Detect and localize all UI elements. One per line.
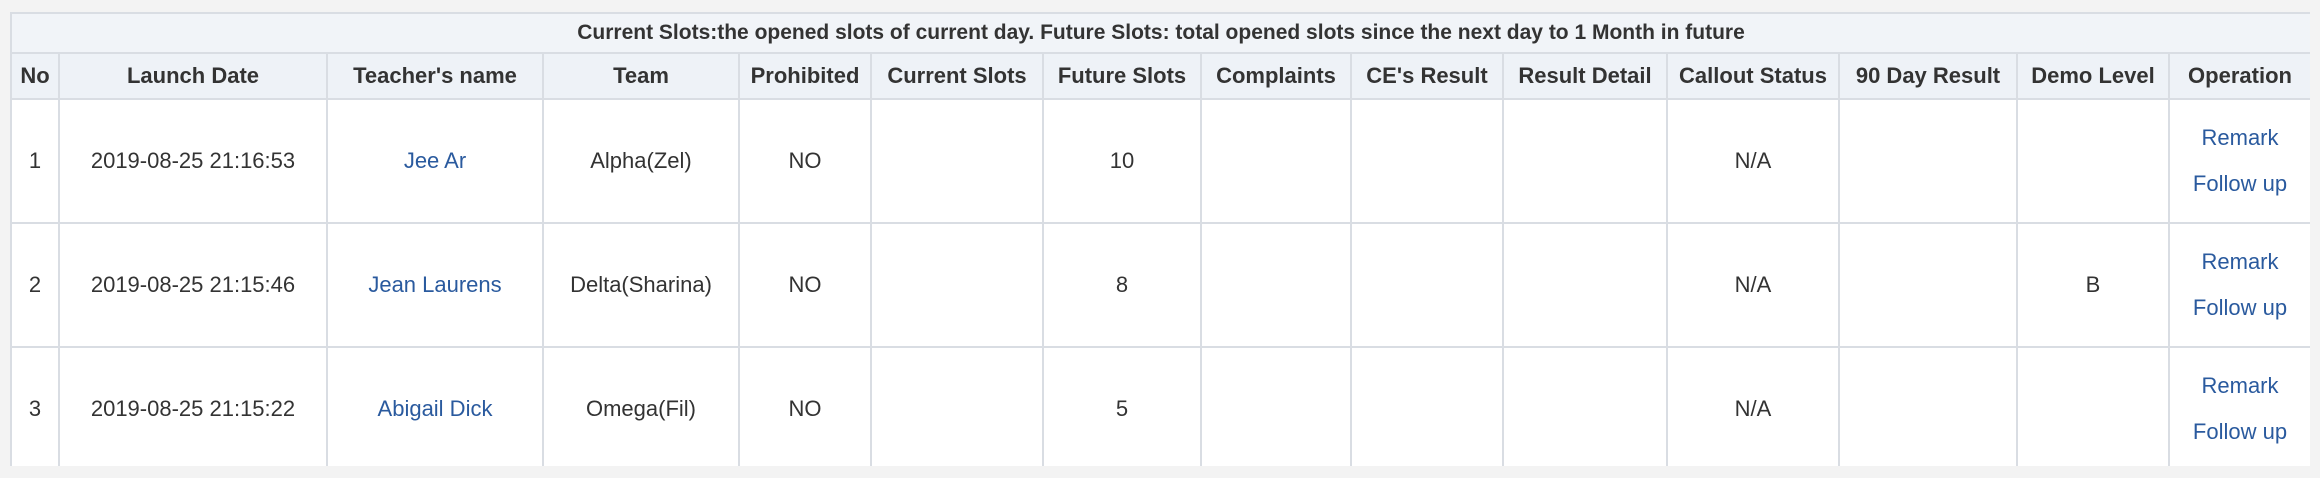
column-header-no: No [10, 52, 60, 100]
cell-operation: Remark Follow up [2167, 222, 2310, 348]
column-header-callout-status: Callout Status [1666, 52, 1840, 100]
follow-up-link[interactable]: Follow up [2192, 419, 2288, 444]
cell-prohibited: NO [738, 222, 872, 348]
teacher-name-link[interactable]: Abigail Dick [377, 396, 493, 421]
teacher-slots-table: Current Slots:the opened slots of curren… [10, 12, 2310, 466]
cell-prohibited: NO [738, 98, 872, 224]
column-header-ce-result: CE's Result [1350, 52, 1504, 100]
cell-teacher-name: Jee Ar [326, 98, 544, 224]
cell-90-day-result [1838, 346, 2018, 466]
teacher-name-link[interactable]: Jee Ar [403, 148, 467, 173]
operation-links: Remark Follow up [2174, 125, 2306, 197]
column-header-team: Team [542, 52, 740, 100]
cell-no: 2 [10, 222, 60, 348]
cell-complaints [1200, 98, 1352, 224]
cell-teacher-name: Abigail Dick [326, 346, 544, 466]
column-header-teacher-name: Teacher's name [326, 52, 544, 100]
cell-complaints [1200, 222, 1352, 348]
cell-demo-level: B [2016, 222, 2170, 348]
cell-team: Delta(Sharina) [542, 222, 740, 348]
cell-ce-result [1350, 346, 1504, 466]
cell-operation: Remark Follow up [2167, 346, 2310, 466]
teacher-name-link[interactable]: Jean Laurens [368, 272, 502, 297]
column-header-90-day-result: 90 Day Result [1838, 52, 2018, 100]
table-caption-row: Current Slots:the opened slots of curren… [10, 12, 2310, 54]
cell-no: 1 [10, 98, 60, 224]
cell-team: Alpha(Zel) [542, 98, 740, 224]
cell-current-slots [870, 346, 1044, 466]
cell-launch-date: 2019-08-25 21:16:53 [58, 98, 328, 224]
cell-current-slots [870, 98, 1044, 224]
table-header-row: No Launch Date Teacher's name Team Prohi… [10, 52, 2310, 100]
cell-demo-level [2016, 346, 2170, 466]
cell-90-day-result [1838, 222, 2018, 348]
cell-prohibited: NO [738, 346, 872, 466]
follow-up-link[interactable]: Follow up [2192, 171, 2288, 196]
cell-no: 3 [10, 346, 60, 466]
follow-up-link[interactable]: Follow up [2192, 295, 2288, 320]
cell-complaints [1200, 346, 1352, 466]
cell-ce-result [1350, 222, 1504, 348]
table-row: 2 2019-08-25 21:15:46 Jean Laurens Delta… [10, 222, 2310, 348]
column-header-result-detail: Result Detail [1502, 52, 1668, 100]
cell-result-detail [1502, 346, 1668, 466]
cell-demo-level [2016, 98, 2170, 224]
column-header-prohibited: Prohibited [738, 52, 872, 100]
column-header-complaints: Complaints [1200, 52, 1352, 100]
column-header-demo-level: Demo Level [2016, 52, 2170, 100]
cell-result-detail [1502, 222, 1668, 348]
cell-callout-status: N/A [1666, 222, 1840, 348]
cell-launch-date: 2019-08-25 21:15:22 [58, 346, 328, 466]
table-caption: Current Slots:the opened slots of curren… [10, 12, 2310, 54]
teacher-slots-panel: Current Slots:the opened slots of curren… [10, 12, 2310, 466]
cell-team: Omega(Fil) [542, 346, 740, 466]
remark-link[interactable]: Remark [2201, 373, 2279, 398]
cell-future-slots: 10 [1042, 98, 1202, 224]
cell-future-slots: 8 [1042, 222, 1202, 348]
remark-link[interactable]: Remark [2201, 249, 2279, 274]
cell-ce-result [1350, 98, 1504, 224]
cell-result-detail [1502, 98, 1668, 224]
operation-links: Remark Follow up [2174, 249, 2306, 321]
cell-operation: Remark Follow up [2167, 98, 2310, 224]
operation-links: Remark Follow up [2174, 373, 2306, 445]
column-header-launch-date: Launch Date [58, 52, 328, 100]
cell-future-slots: 5 [1042, 346, 1202, 466]
cell-90-day-result [1838, 98, 2018, 224]
cell-teacher-name: Jean Laurens [326, 222, 544, 348]
table-row: 1 2019-08-25 21:16:53 Jee Ar Alpha(Zel) … [10, 98, 2310, 224]
remark-link[interactable]: Remark [2201, 125, 2279, 150]
cell-callout-status: N/A [1666, 98, 1840, 224]
cell-current-slots [870, 222, 1044, 348]
column-header-operation: Operation [2167, 52, 2310, 100]
table-row: 3 2019-08-25 21:15:22 Abigail Dick Omega… [10, 346, 2310, 466]
cell-callout-status: N/A [1666, 346, 1840, 466]
cell-launch-date: 2019-08-25 21:15:46 [58, 222, 328, 348]
column-header-current-slots: Current Slots [870, 52, 1044, 100]
column-header-future-slots: Future Slots [1042, 52, 1202, 100]
